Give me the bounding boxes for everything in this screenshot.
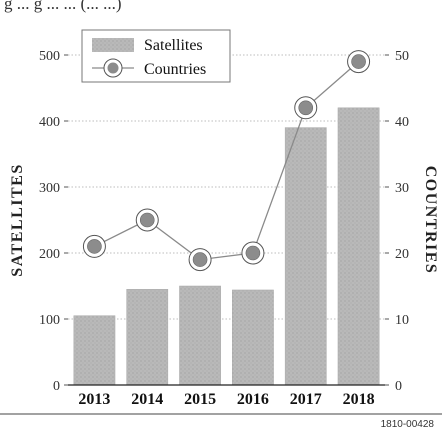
x-tick-label: 2015: [184, 391, 216, 408]
bar-satellites: [232, 289, 274, 386]
countries-marker: [192, 252, 208, 267]
right-tick-label: 20: [395, 247, 409, 262]
x-tick-label: 2017: [290, 391, 322, 408]
legend-bar-swatch: [92, 38, 134, 52]
gridlines: [68, 54, 385, 320]
axis-labels: SATELLITES COUNTRIES: [0, 163, 442, 415]
left-tick-label: 100: [39, 313, 60, 328]
bar-satellites: [126, 289, 169, 386]
left-axis-label: SATELLITES: [9, 163, 26, 276]
legend-label-countries: Countries: [144, 61, 206, 78]
right-tick-label: 40: [395, 115, 409, 130]
x-tick-label: 2016: [237, 391, 269, 408]
right-tick-label: 30: [395, 181, 409, 196]
legend: Satellites Countries: [81, 29, 231, 83]
bar-satellites: [179, 285, 221, 386]
countries-line: [82, 50, 371, 272]
bar-satellites: [73, 315, 116, 386]
right-tick-label: 10: [395, 313, 409, 328]
right-axis-label: COUNTRIES: [422, 166, 439, 275]
x-tick-label: 2013: [78, 391, 110, 408]
bars: [73, 107, 380, 386]
right-tick-label: 50: [395, 49, 409, 64]
left-tick-label: 200: [39, 247, 60, 262]
left-tick-label: 400: [39, 115, 60, 130]
x-tick-label: 2014: [131, 391, 163, 408]
bar-satellites: [284, 127, 327, 386]
x-tick-label: 2018: [343, 391, 375, 408]
countries-marker: [298, 100, 314, 116]
left-tick-label: 300: [39, 181, 60, 196]
left-tick-label: 500: [39, 49, 60, 64]
axes: 0 100 200 300 400 500 0 10 20 30 40 50 2013 2014 2015 2…: [39, 49, 409, 408]
countries-marker: [351, 54, 366, 69]
countries-marker: [139, 212, 155, 228]
right-tick-label: 0: [395, 379, 402, 394]
countries-marker: [87, 239, 102, 254]
countries-marker: [245, 245, 261, 261]
bar-satellites: [337, 107, 380, 386]
partial-header-text: g ... g ... ... (... ...): [4, 0, 122, 13]
legend-label-satellites: Satellites: [144, 37, 203, 54]
left-tick-label: 0: [53, 379, 60, 394]
legend-marker: [107, 62, 119, 74]
figure-id: 1810-00428: [380, 419, 434, 430]
